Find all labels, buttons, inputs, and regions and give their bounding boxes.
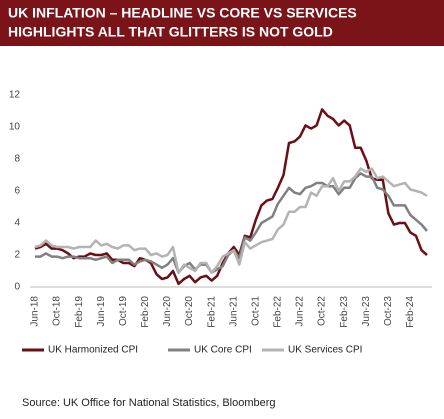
- x-tick-label: Oct-18: [52, 296, 63, 326]
- y-tick-label: 2: [14, 250, 20, 261]
- x-tick-label: Oct-21: [250, 296, 261, 326]
- x-tick-label: Jun-21: [228, 296, 239, 327]
- y-tick-label: 10: [9, 122, 21, 133]
- legend-label: UK Core CPI: [194, 345, 252, 356]
- y-tick-label: 0: [14, 282, 20, 293]
- y-tick-label: 8: [14, 154, 20, 165]
- chart-title: UK INFLATION – HEADLINE VS CORE VS SERVI…: [8, 5, 357, 21]
- chart-subtitle: HIGHLIGHTS ALL THAT GLITTERS IS NOT GOLD: [8, 24, 333, 40]
- x-tick-label: Feb-19: [74, 296, 85, 328]
- x-tick-label: Oct-23: [383, 296, 394, 326]
- x-tick-label: Feb-20: [140, 296, 151, 328]
- x-tick-label: Feb-24: [405, 296, 416, 328]
- x-tick-label: Feb-23: [339, 296, 350, 328]
- y-tick-label: 4: [14, 218, 20, 229]
- source: Source: UK Office for National Statistic…: [22, 397, 276, 409]
- legend-label: UK Harmonized CPI: [48, 345, 138, 356]
- series-line: [34, 108, 428, 286]
- x-tick-label: Jun-18: [30, 296, 41, 327]
- x-tick-label: Jun-20: [162, 296, 173, 327]
- x-tick-label: Oct-22: [317, 296, 328, 326]
- series-line: [35, 172, 428, 274]
- y-tick-label: 6: [14, 186, 20, 197]
- x-tick-label: Jun-19: [96, 296, 107, 327]
- x-tick-label: Oct-19: [118, 296, 129, 326]
- series-line: [34, 167, 428, 274]
- x-tick-label: Jun-22: [295, 296, 306, 327]
- x-tick-label: Jun-23: [361, 296, 372, 327]
- x-tick-label: Feb-21: [206, 296, 217, 328]
- x-tick-label: Feb-22: [273, 296, 284, 328]
- x-tick-label: Oct-20: [184, 296, 195, 326]
- y-tick-label: 12: [9, 90, 21, 101]
- title-banner: [0, 0, 444, 46]
- legend-label: UK Services CPI: [288, 345, 362, 356]
